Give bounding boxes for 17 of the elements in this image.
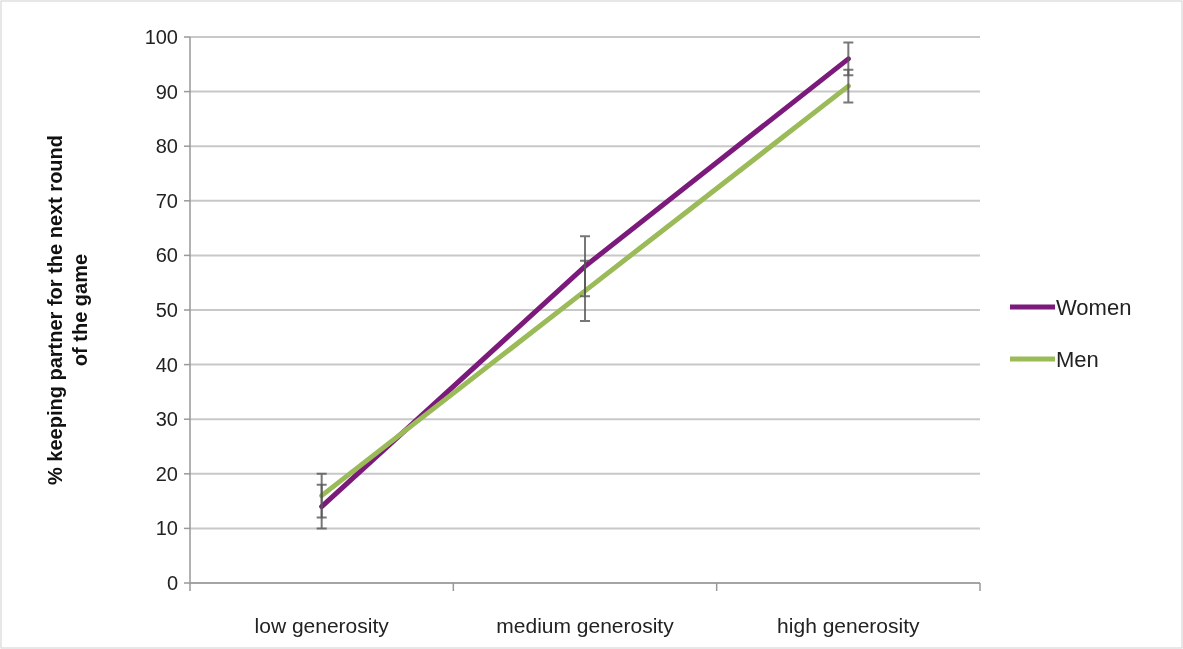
y-tick-label: 80 [155,135,178,158]
y-tick-label: 50 [155,299,178,321]
y-tick-label: 90 [155,80,178,103]
x-tick-label: high generosity [777,614,921,637]
x-tick-label: medium generosity [496,614,675,637]
y-tick-label: 60 [155,244,178,267]
y-tick-label: 40 [155,353,178,376]
y-tick-label: 100 [144,26,178,48]
legend-label: Women [1056,294,1132,320]
y-tick-label: 20 [155,462,178,485]
y-tick-label: 0 [166,572,178,594]
y-tick-label: 30 [155,408,178,431]
y-tick-label: 10 [155,517,178,540]
x-tick-label: low generosity [254,614,390,637]
legend-label: Men [1056,346,1099,372]
y-tick-label: 70 [155,189,178,212]
y-axis-title: % keeping partner for the next round of the game [44,134,91,486]
